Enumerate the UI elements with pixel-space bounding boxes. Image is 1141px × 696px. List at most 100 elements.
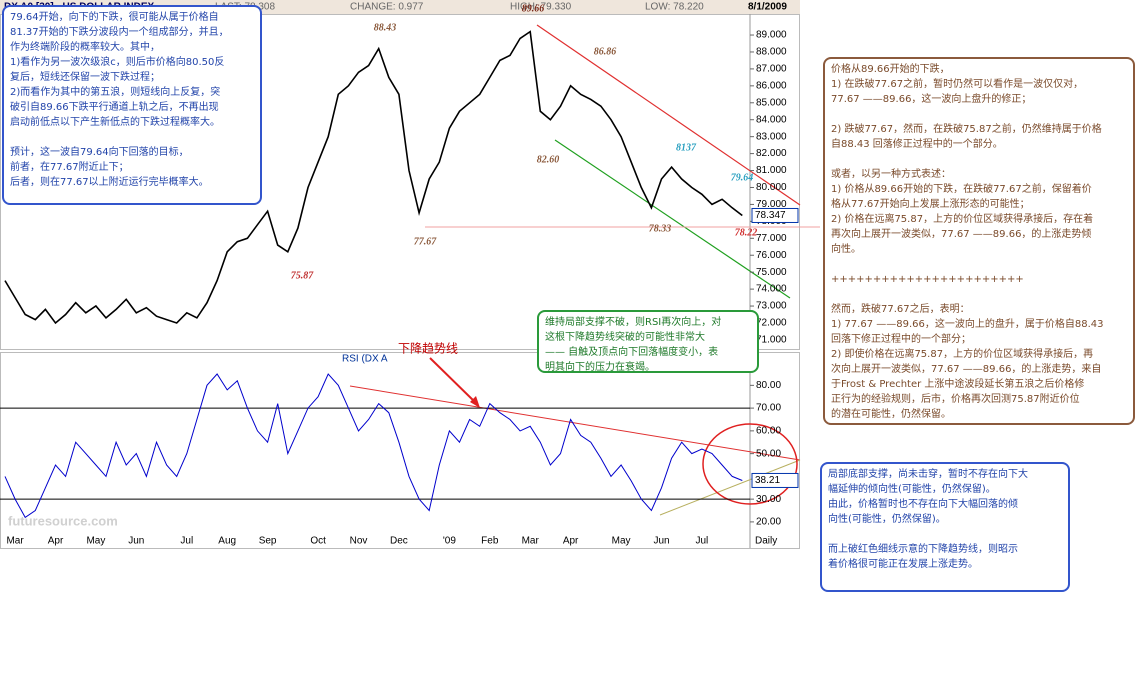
note-paragraph: 然而，跌破77.67之后，表明： 1) 77.67 ——89.66，这一波向上的盘… xyxy=(831,302,1127,422)
note-paragraph: 局部底部支撑，尚未击穿，暂时不存在向下大 幅延伸的倾向性(可能性，仍然保留)。 由此… xyxy=(828,467,1062,527)
price-annotation: 75.87 xyxy=(291,270,315,281)
x-tick-label: Apr xyxy=(48,536,64,547)
lower-channel-line xyxy=(554,139,791,299)
y-tick-label: 73.000 xyxy=(756,301,787,312)
x-tick-label: Aug xyxy=(218,536,236,547)
note-line: 然而，跌破77.67之后，表明： xyxy=(831,304,970,315)
note-line: 1) 77.67 ——89.66，这一波向上的盘升，属于价格自88.43 xyxy=(831,319,1104,330)
note-line: 价格从89.66开始的下跌， xyxy=(831,64,950,75)
note-line: 79.64开始，向下的下跌，很可能从属于价格自 xyxy=(10,12,219,23)
y-tick-label: 87.000 xyxy=(756,64,787,75)
note-line: 复后，短线还保留一波下跌过程； xyxy=(10,72,160,83)
note-line: 破引自89.66下跌平行通道上轨之后，不再出现 xyxy=(10,102,219,113)
rsi-line xyxy=(4,373,743,519)
note-line: 次向上展开一波类似，77.67 ——89.66，的上涨走势，来自 xyxy=(831,364,1102,375)
y-tick-label: 50.00 xyxy=(756,448,781,459)
y-tick-label: 86.000 xyxy=(756,80,787,91)
note-paragraph: 价格从89.66开始的下跌， 1) 在跌破77.67之前，暂时仍然可以看作是一波仅… xyxy=(831,62,1127,107)
x-tick-label: Mar xyxy=(522,536,540,547)
note-line: 81.37开始的下跌分波段内一个组成部分，并且， xyxy=(10,27,229,38)
note-line: 2)而看作为其中的第五浪，则短线向上反复，突 xyxy=(10,87,221,98)
highlight-circle xyxy=(702,423,798,505)
x-tick-label: Jul xyxy=(180,536,193,547)
note-line: 向性(可能性，仍然保留)。 xyxy=(828,514,946,525)
note-line: 回落下修正过程中的一个部分； xyxy=(831,334,971,345)
note-line: 2) 价格在远离75.87，上方的价位区域获得承接后，存在着 xyxy=(831,214,1094,225)
x-tick-label: Oct xyxy=(310,536,326,547)
y-tick-label: 77.000 xyxy=(756,233,787,244)
note-line: 的潜在可能性，仍然保留。 xyxy=(831,409,951,420)
note-line: 2) 跌破77.67，然而，在跌破75.87之前，仍然维持属于价格 xyxy=(831,124,1102,135)
header-item: LOW: 78.220 xyxy=(645,2,704,13)
note-paragraph: 维持局部支撑不破，则RSI再次向上，对 这根下降趋势线突破的可能性非常大 —— 自触… xyxy=(545,315,751,373)
x-tick-label: Mar xyxy=(6,536,24,547)
note-line: 1) 在跌破77.67之前，暂时仍然可以看作是一波仅仅对， xyxy=(831,79,1084,90)
price-annotation: 89.66 xyxy=(522,3,545,14)
price-annotation: 86.86 xyxy=(594,46,617,57)
arrow-head xyxy=(470,396,480,408)
note-paragraph: 2) 跌破77.67，然而，在跌破75.87之前，仍然维持属于价格 自88.43 … xyxy=(831,122,1127,152)
y-tick-label: 80.000 xyxy=(756,182,787,193)
x-tick-label: May xyxy=(86,536,105,547)
y-tick-label: 85.000 xyxy=(756,97,787,108)
price-annotation: 79.64 xyxy=(731,172,754,183)
note-line: 维持局部支撑不破，则RSI再次向上，对 xyxy=(545,317,722,328)
note-line: 前者，在77.67附近止下； xyxy=(10,162,129,173)
y-tick-label: 84.000 xyxy=(756,114,787,125)
note-box: 价格从89.66开始的下跌， 1) 在跌破77.67之前，暂时仍然可以看作是一波仅… xyxy=(823,57,1135,425)
y-tick-label: 83.000 xyxy=(756,131,787,142)
note-line: 正行为的经验规则，后市，价格再次回测75.87附近价位 xyxy=(831,394,1080,405)
y-tick-label: 79.000 xyxy=(756,199,787,210)
note-box: 维持局部支撑不破，则RSI再次向上，对 这根下降趋势线突破的可能性非常大 —— 自触… xyxy=(537,310,759,373)
x-tick-label: Sep xyxy=(259,536,277,547)
x-tick-label: Dec xyxy=(390,536,408,547)
note-paragraph: 预计，这一波自79.64向下回落的目标， 前者，在77.67附近止下； 后者，则在7… xyxy=(10,145,254,190)
rsi-frame xyxy=(0,352,800,549)
header-item: HIGH: 79.330 xyxy=(510,2,572,13)
y-tick-label: 76.000 xyxy=(756,250,787,261)
note-line: 自88.43 回落修正过程中的一个部分。 xyxy=(831,139,1003,150)
x-tick-label: Jun xyxy=(128,536,144,547)
last-value-box xyxy=(751,207,799,223)
note-line: —— 自触及顶点向下回落幅度变小，表 xyxy=(545,347,719,358)
header-item: 8/1/2009 xyxy=(748,2,787,13)
note-line: 幅延伸的倾向性(可能性，仍然保留)。 xyxy=(828,484,996,495)
y-tick-label: 60.00 xyxy=(756,426,781,437)
note-line: 于Frost & Prechter 上涨中途波段延长第五浪之后价格修 xyxy=(831,379,1085,390)
note-line: 作为终端阶段的概率较大。其中， xyxy=(10,42,160,53)
x-tick-label: Jul xyxy=(696,536,709,547)
price-line xyxy=(4,30,743,325)
price-annotation: 78.33 xyxy=(649,223,672,234)
x-tick-label: May xyxy=(612,536,631,547)
last-value-box xyxy=(751,472,799,488)
y-tick-label: 80.00 xyxy=(756,380,781,391)
y-tick-label: 82.000 xyxy=(756,148,787,159)
y-tick-label: 20.00 xyxy=(756,517,781,528)
price-frame xyxy=(0,14,800,350)
arrow-shaft xyxy=(429,357,478,405)
price-annotation: 8137 xyxy=(676,142,697,153)
price-annotation: 77.67 xyxy=(414,236,438,247)
note-paragraph: 而上破红色细线示意的下降趋势线，则昭示 着价格很可能正在发展上涨走势。 xyxy=(828,542,1062,572)
note-line: 着价格很可能正在发展上涨走势。 xyxy=(828,559,978,570)
x-tick-label: '09 xyxy=(443,536,456,547)
note-line: 2) 即使价格在远离75.87，上方的价位区域获得承接后，再 xyxy=(831,349,1094,360)
y-tick-label: 88.000 xyxy=(756,47,787,58)
note-line: 明其向下的压力在衰竭。 xyxy=(545,362,655,373)
x-axis-note: Daily xyxy=(755,536,777,547)
rsi-down-trendline xyxy=(349,385,801,461)
y-tick-label: 89.000 xyxy=(756,30,787,41)
price-annotation: 82.60 xyxy=(537,154,560,165)
header-item: CHANGE: 0.977 xyxy=(350,2,424,13)
y-tick-label: 75.000 xyxy=(756,267,787,278)
note-line: +++++++++++++++++++++++ xyxy=(831,274,1024,285)
x-tick-label: Feb xyxy=(481,536,499,547)
x-tick-label: Jun xyxy=(653,536,669,547)
watermark: futuresource.com xyxy=(8,513,118,528)
note-box: 局部底部支撑，尚未击穿，暂时不存在向下大 幅延伸的倾向性(可能性，仍然保留)。 由此… xyxy=(820,462,1070,592)
last-value-label: 38.21 xyxy=(755,475,780,486)
note-line: 再次向上展开一波类似，77.67 ——89.66，的上涨走势倾 xyxy=(831,229,1092,240)
note-box: 79.64开始，向下的下跌，很可能从属于价格自 81.37开始的下跌分波段内一个组… xyxy=(2,5,262,205)
trendline-label: 下降趋势线 xyxy=(398,342,458,356)
